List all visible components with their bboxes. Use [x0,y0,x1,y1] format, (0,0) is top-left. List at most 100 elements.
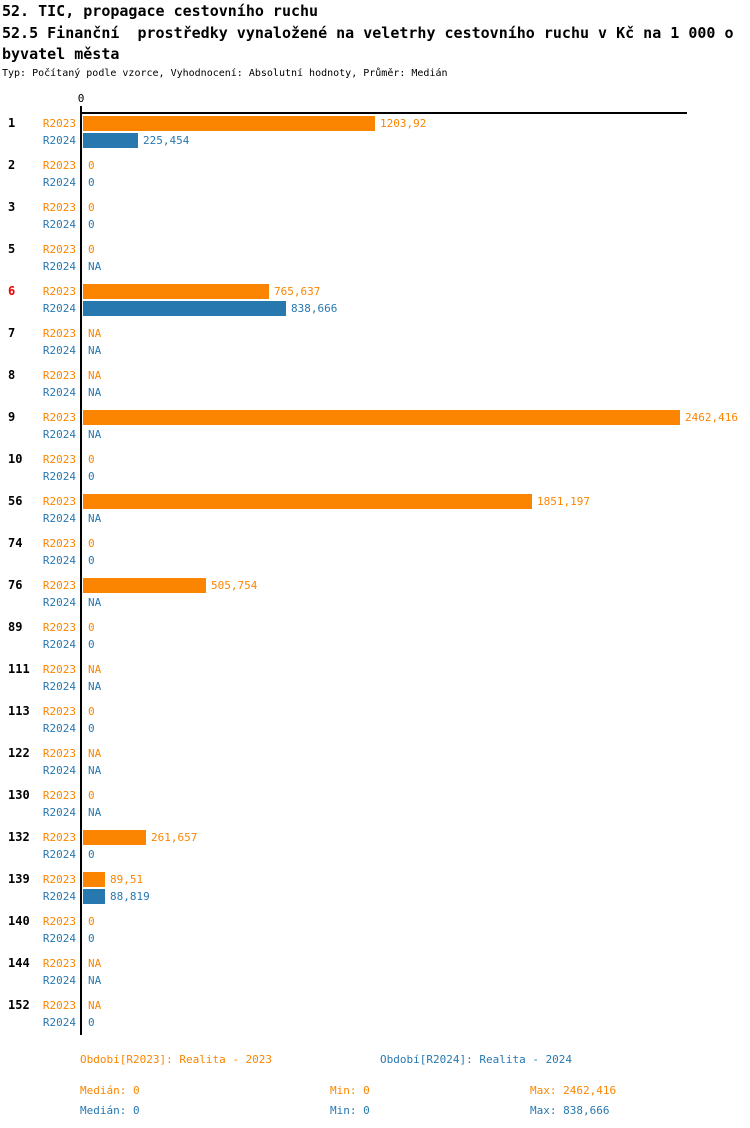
series-row-r2024: R2024 0 [0,847,750,862]
x-axis-line [80,112,687,114]
stat-median-r2023: Medián: 0 [80,1084,140,1097]
category-label: 74 [8,536,23,550]
series-row-r2024: R2024 0 [0,469,750,484]
value-label-r2023: 765,637 [274,285,321,298]
value-label-r2024: NA [88,344,102,357]
value-label-r2023: 2462,416 [685,411,738,424]
series-row-r2023: R2023 1203,92 [0,116,750,131]
series-row-r2024: R2024 838,666 [0,301,750,316]
series-label-r2023: R2023 [42,495,76,508]
series-label-r2023: R2023 [42,243,76,256]
bar-r2024 [83,889,105,904]
stat-min-r2023: Min: 0 [330,1084,370,1097]
series-label-r2023: R2023 [42,159,76,172]
series-label-r2024: R2024 [42,470,76,483]
value-label-r2024: 0 [88,470,95,483]
series-row-r2024: R2024 NA [0,427,750,442]
series-row-r2024: R2024 NA [0,805,750,820]
series-label-r2023: R2023 [42,999,76,1012]
series-label-r2024: R2024 [42,638,76,651]
value-label-r2024: NA [88,428,102,441]
series-row-r2023: R2023 NA [0,998,750,1013]
bar-r2024 [83,133,138,148]
category-label: 2 [8,158,16,172]
series-label-r2023: R2023 [42,579,76,592]
category-row: 3 R2023 0 R2024 0 [0,200,750,232]
series-row-r2023: R2023 1851,197 [0,494,750,509]
series-label-r2023: R2023 [42,705,76,718]
value-label-r2024: 225,454 [143,134,190,147]
value-label-r2023: NA [88,747,102,760]
value-label-r2024: NA [88,974,102,987]
series-label-r2023: R2023 [42,915,76,928]
value-label-r2023: NA [88,327,102,340]
category-label: 7 [8,326,16,340]
category-label: 6 [8,284,16,298]
chart-subtitle-line2: byvatel města [2,45,120,63]
value-label-r2024: 0 [88,722,95,735]
series-label-r2023: R2023 [42,117,76,130]
category-row: 130 R2023 0 R2024 NA [0,788,750,820]
category-label: 76 [8,578,23,592]
value-label-r2023: 1851,197 [537,495,590,508]
category-label: 130 [8,788,30,802]
value-label-r2023: NA [88,663,102,676]
category-label: 3 [8,200,16,214]
series-row-r2024: R2024 0 [0,175,750,190]
value-label-r2024: NA [88,386,102,399]
series-row-r2023: R2023 0 [0,788,750,803]
series-label-r2024: R2024 [42,344,76,357]
series-label-r2024: R2024 [42,722,76,735]
series-label-r2023: R2023 [42,201,76,214]
value-label-r2024: 838,666 [291,302,338,315]
series-label-r2024: R2024 [42,302,76,315]
category-row: 152 R2023 NA R2024 0 [0,998,750,1030]
series-row-r2024: R2024 NA [0,385,750,400]
series-row-r2023: R2023 0 [0,536,750,551]
series-row-r2024: R2024 0 [0,217,750,232]
bar-r2024 [83,301,286,316]
value-label-r2023: 505,754 [211,579,258,592]
category-row: 111 R2023 NA R2024 NA [0,662,750,694]
series-label-r2023: R2023 [42,453,76,466]
series-row-r2024: R2024 0 [0,931,750,946]
category-label: 144 [8,956,30,970]
category-row: 1 R2023 1203,92 R2024 225,454 [0,116,750,148]
series-label-r2023: R2023 [42,957,76,970]
series-row-r2023: R2023 765,637 [0,284,750,299]
series-label-r2024: R2024 [42,512,76,525]
value-label-r2024: NA [88,596,102,609]
series-label-r2023: R2023 [42,411,76,424]
category-row: 139 R2023 89,51 R2024 88,819 [0,872,750,904]
category-label: 9 [8,410,16,424]
series-label-r2024: R2024 [42,680,76,693]
value-label-r2024: 0 [88,638,95,651]
series-row-r2024: R2024 NA [0,595,750,610]
series-row-r2024: R2024 0 [0,553,750,568]
category-label: 152 [8,998,30,1012]
bar-r2023 [83,116,375,131]
value-label-r2023: NA [88,369,102,382]
value-label-r2023: 0 [88,201,95,214]
stat-min-r2024: Min: 0 [330,1104,370,1117]
category-label: 111 [8,662,30,676]
value-label-r2024: 0 [88,218,95,231]
series-row-r2023: R2023 0 [0,242,750,257]
category-row: 8 R2023 NA R2024 NA [0,368,750,400]
series-label-r2024: R2024 [42,764,76,777]
series-row-r2024: R2024 88,819 [0,889,750,904]
value-label-r2024: NA [88,764,102,777]
bar-r2023 [83,872,105,887]
series-row-r2024: R2024 0 [0,1015,750,1030]
stat-max-r2023: Max: 2462,416 [530,1084,617,1097]
series-row-r2023: R2023 0 [0,620,750,635]
series-row-r2024: R2024 NA [0,259,750,274]
value-label-r2023: 0 [88,915,95,928]
series-row-r2024: R2024 NA [0,511,750,526]
value-label-r2023: 0 [88,453,95,466]
value-label-r2023: 1203,92 [380,117,427,130]
series-row-r2023: R2023 89,51 [0,872,750,887]
series-label-r2023: R2023 [42,621,76,634]
series-row-r2023: R2023 0 [0,704,750,719]
series-row-r2023: R2023 NA [0,956,750,971]
